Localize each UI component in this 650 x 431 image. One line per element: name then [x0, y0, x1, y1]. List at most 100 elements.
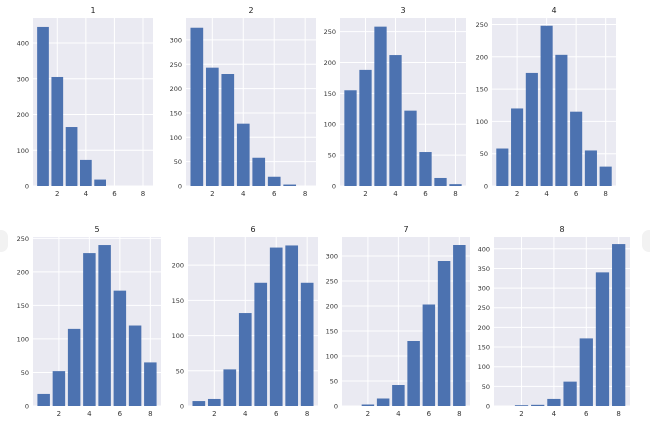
panel-6: 0 50 100 150 200 2 4 6 8 6: [172, 225, 318, 418]
panel-8-bar: [612, 244, 626, 406]
panel-6-x-tick-label: 2: [212, 410, 216, 418]
panel-3-bar: [419, 152, 432, 186]
panel-7-bar: [422, 304, 436, 406]
panel-7-bar: [392, 385, 405, 406]
panel-8-bar: [595, 272, 610, 406]
panel-4-y-tick-label: 0: [484, 183, 488, 191]
panel-5-plot-area: [33, 237, 161, 406]
panel-4-x-tick-label: 4: [544, 190, 549, 198]
panel-1-bar: [37, 26, 49, 186]
panel-8-y-tick-label: 150: [478, 344, 490, 352]
panel-1-bar: [94, 179, 106, 186]
panel-3-bar: [434, 177, 447, 186]
panel-1-bar: [51, 76, 64, 186]
panel-8-bar: [531, 404, 545, 406]
panel-4-plot-area: [492, 18, 616, 186]
right-scroll-handle[interactable]: [642, 230, 650, 252]
panel-1-title: 1: [90, 6, 95, 15]
panel-5-y-tick-label: 150: [17, 302, 29, 310]
panel-2-y-tick-label: 250: [170, 61, 182, 69]
panel-1-bar: [80, 159, 92, 186]
panel-5-bar: [113, 290, 127, 406]
panel-6-y-tick-label: 0: [180, 403, 184, 411]
panel-5: 0 50 100 150 200 250 2 4 6 8 5: [17, 225, 161, 418]
panel-2-bar: [190, 27, 204, 186]
panel-3-bar: [374, 26, 387, 186]
panel-3-bar: [404, 110, 417, 186]
panel-7-y-tick-label: 50: [330, 378, 338, 386]
panel-5-y-tick-label: 200: [17, 268, 29, 276]
panel-8-x-tick-label: 8: [616, 410, 620, 418]
left-scroll-handle[interactable]: [0, 230, 8, 252]
panel-2-y-tick-label: 0: [178, 183, 182, 191]
panel-6-bar: [223, 369, 237, 406]
panel-3-bar: [449, 184, 462, 186]
panel-5-bar: [67, 328, 81, 406]
panel-3: 0 50 100 150 200 250 2 4 6 8 3: [324, 6, 466, 198]
panel-2-x-tick-label: 6: [272, 190, 277, 198]
panel-5-y-tick-label: 100: [17, 335, 29, 343]
panel-2-bar: [236, 123, 250, 186]
panel-4: 0 50 100 150 200 250 2 4 6 8 4: [476, 6, 616, 198]
panel-8-plot-area: [494, 237, 630, 406]
panel-4-bar: [555, 54, 568, 187]
panel-8-bar: [514, 405, 529, 406]
panel-4-y-tick-label: 250: [476, 21, 488, 29]
panel-2-title: 2: [248, 6, 253, 15]
panel-5-y-tick-label: 250: [17, 235, 29, 243]
panel-5-bar: [98, 245, 111, 406]
panel-1-y-tick-label: 200: [17, 111, 29, 119]
panel-7-y-tick-label: 100: [326, 353, 338, 361]
panel-5-bar: [144, 362, 157, 406]
panel-8-x-tick-label: 4: [552, 410, 557, 418]
panel-4-bar: [511, 108, 524, 186]
panel-6-bar: [207, 398, 221, 406]
panel-3-bar: [344, 90, 357, 186]
panel-3-x-tick-label: 6: [423, 190, 428, 198]
panel-6-bar: [285, 245, 299, 406]
panel-2-y-tick-label: 50: [174, 158, 182, 166]
panel-1-y-tick-label: 100: [17, 147, 29, 155]
panel-7-y-tick-label: 300: [326, 253, 338, 261]
panel-7-y-tick-label: 150: [326, 328, 338, 336]
panel-6-y-tick-label: 50: [176, 367, 184, 375]
panel-2-x-tick-label: 2: [210, 190, 214, 198]
panel-5-x-tick-label: 4: [87, 410, 92, 418]
panel-4-bar: [599, 166, 612, 186]
panel-1-x-tick-label: 2: [55, 190, 59, 198]
panel-8-y-tick-label: 200: [478, 324, 490, 332]
panel-3-x-tick-label: 4: [393, 190, 398, 198]
panel-2-bar: [252, 157, 266, 186]
panel-3-title: 3: [400, 6, 405, 15]
panel-5-x-tick-label: 8: [148, 410, 152, 418]
panel-3-y-tick-label: 100: [324, 121, 336, 129]
panel-6-bar: [269, 247, 283, 406]
panel-3-plot-area: [340, 18, 466, 186]
panel-5-bar: [128, 325, 142, 406]
panel-4-bar: [525, 72, 538, 186]
panel-7-bar: [361, 404, 375, 406]
panel-6-y-tick-label: 100: [172, 332, 184, 340]
panel-7-title: 7: [403, 225, 408, 234]
panel-1-y-tick-label: 0: [25, 183, 29, 191]
panel-6-x-tick-label: 6: [274, 410, 279, 418]
panel-6-x-tick-label: 8: [305, 410, 309, 418]
panel-1-x-tick-label: 8: [141, 190, 145, 198]
panel-4-bar: [584, 150, 597, 186]
panel-5-y-tick-label: 0: [25, 403, 29, 411]
panel-7-bar: [453, 245, 466, 406]
panel-7-x-tick-label: 2: [366, 410, 370, 418]
panel-1-bar: [65, 127, 78, 186]
panel-2-bar: [221, 74, 235, 186]
panel-7-bar: [407, 341, 420, 406]
panel-5-bar: [52, 371, 66, 406]
panel-3-y-tick-label: 250: [324, 28, 336, 36]
panel-8-title: 8: [559, 225, 564, 234]
panel-2-y-tick-label: 200: [170, 85, 182, 93]
panel-7-bar: [437, 261, 451, 406]
panel-7-y-tick-label: 250: [326, 278, 338, 286]
panel-8-y-tick-label: 100: [478, 363, 490, 371]
panel-7-x-tick-label: 8: [457, 410, 461, 418]
panel-4-x-tick-label: 6: [574, 190, 579, 198]
